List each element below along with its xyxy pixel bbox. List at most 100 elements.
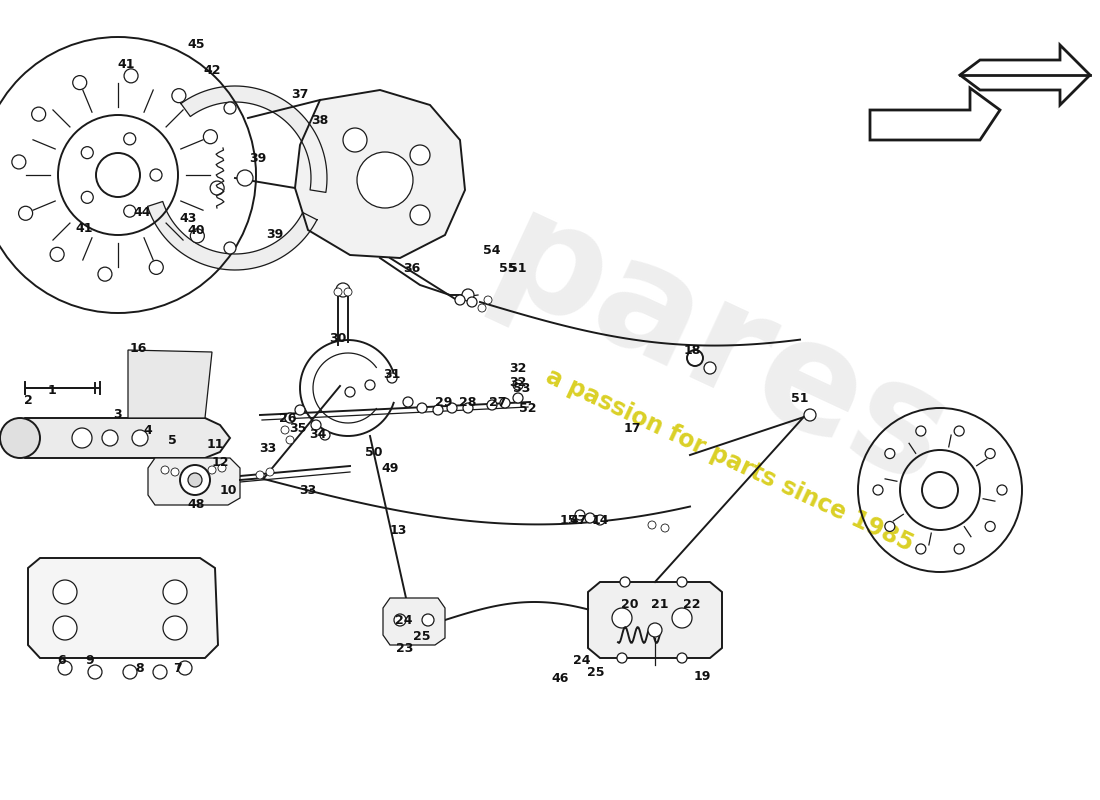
Text: 48: 48 xyxy=(187,498,205,510)
Text: 13: 13 xyxy=(389,523,407,537)
Circle shape xyxy=(463,403,473,413)
Circle shape xyxy=(280,426,289,434)
Polygon shape xyxy=(10,418,230,458)
Circle shape xyxy=(311,420,321,430)
Circle shape xyxy=(163,580,187,604)
Text: 27: 27 xyxy=(490,395,507,409)
Text: 17: 17 xyxy=(624,422,640,434)
Text: 15: 15 xyxy=(559,514,576,526)
Polygon shape xyxy=(147,202,317,270)
Circle shape xyxy=(884,449,894,458)
Text: 31: 31 xyxy=(383,367,400,381)
Text: 19: 19 xyxy=(693,670,711,682)
Circle shape xyxy=(295,405,305,415)
Text: 47: 47 xyxy=(570,514,586,526)
Circle shape xyxy=(98,267,112,281)
Circle shape xyxy=(123,205,135,217)
Text: 5: 5 xyxy=(167,434,176,446)
Polygon shape xyxy=(383,598,446,645)
Polygon shape xyxy=(295,90,465,258)
Circle shape xyxy=(124,69,139,83)
Circle shape xyxy=(218,464,226,472)
Circle shape xyxy=(513,380,522,390)
Text: 32: 32 xyxy=(509,362,527,374)
Text: 33: 33 xyxy=(299,483,317,497)
Circle shape xyxy=(455,295,465,305)
Circle shape xyxy=(688,350,703,366)
Text: 52: 52 xyxy=(519,402,537,414)
Text: 39: 39 xyxy=(250,151,266,165)
Text: 34: 34 xyxy=(309,427,327,441)
Circle shape xyxy=(73,76,87,90)
Circle shape xyxy=(286,436,294,444)
Text: 51: 51 xyxy=(791,391,808,405)
Text: 45: 45 xyxy=(187,38,205,50)
Circle shape xyxy=(997,485,1006,495)
Circle shape xyxy=(620,577,630,587)
Circle shape xyxy=(0,418,40,458)
Circle shape xyxy=(236,170,253,186)
Circle shape xyxy=(513,393,522,403)
Circle shape xyxy=(336,283,350,297)
Circle shape xyxy=(661,524,669,532)
Text: 28: 28 xyxy=(460,395,476,409)
Text: 54: 54 xyxy=(483,243,500,257)
Circle shape xyxy=(468,297,477,307)
Circle shape xyxy=(224,102,236,114)
Circle shape xyxy=(320,430,330,440)
Circle shape xyxy=(19,206,33,220)
Text: 32: 32 xyxy=(509,375,527,389)
Circle shape xyxy=(81,191,94,203)
Text: 3: 3 xyxy=(113,409,122,422)
Text: a passion for parts since 1985: a passion for parts since 1985 xyxy=(542,364,917,556)
Circle shape xyxy=(161,466,169,474)
Circle shape xyxy=(575,510,585,520)
Text: 41: 41 xyxy=(75,222,92,234)
Circle shape xyxy=(595,515,605,525)
Text: 55: 55 xyxy=(499,262,517,274)
Circle shape xyxy=(462,289,474,301)
Polygon shape xyxy=(28,558,218,658)
Text: 21: 21 xyxy=(651,598,669,610)
Text: 36: 36 xyxy=(404,262,420,274)
Text: 25: 25 xyxy=(587,666,605,678)
Circle shape xyxy=(163,616,187,640)
Circle shape xyxy=(804,409,816,421)
Circle shape xyxy=(612,608,632,628)
Circle shape xyxy=(916,544,926,554)
Circle shape xyxy=(150,260,163,274)
Text: 42: 42 xyxy=(204,63,221,77)
Text: 14: 14 xyxy=(592,514,608,526)
Circle shape xyxy=(433,405,443,415)
Polygon shape xyxy=(180,86,327,192)
Circle shape xyxy=(343,128,367,152)
Text: 51: 51 xyxy=(509,262,527,274)
Text: 8: 8 xyxy=(135,662,144,674)
Text: 38: 38 xyxy=(311,114,329,126)
Text: 4: 4 xyxy=(144,423,153,437)
Circle shape xyxy=(344,288,352,296)
Text: 25: 25 xyxy=(414,630,431,642)
Circle shape xyxy=(170,468,179,476)
Circle shape xyxy=(210,181,224,195)
Circle shape xyxy=(954,426,965,436)
Circle shape xyxy=(208,466,216,474)
Text: 49: 49 xyxy=(382,462,398,474)
Polygon shape xyxy=(960,45,1090,105)
Circle shape xyxy=(422,614,435,626)
Text: 24: 24 xyxy=(395,614,412,626)
Text: 26: 26 xyxy=(279,411,297,425)
Text: 9: 9 xyxy=(86,654,95,666)
Circle shape xyxy=(403,397,412,407)
Circle shape xyxy=(916,426,926,436)
Circle shape xyxy=(188,473,202,487)
Circle shape xyxy=(266,468,274,476)
Circle shape xyxy=(123,133,135,145)
Circle shape xyxy=(153,665,167,679)
Circle shape xyxy=(178,661,192,675)
Text: 50: 50 xyxy=(365,446,383,458)
Circle shape xyxy=(500,398,510,408)
Circle shape xyxy=(334,288,342,296)
Circle shape xyxy=(617,653,627,663)
Text: 41: 41 xyxy=(118,58,134,70)
